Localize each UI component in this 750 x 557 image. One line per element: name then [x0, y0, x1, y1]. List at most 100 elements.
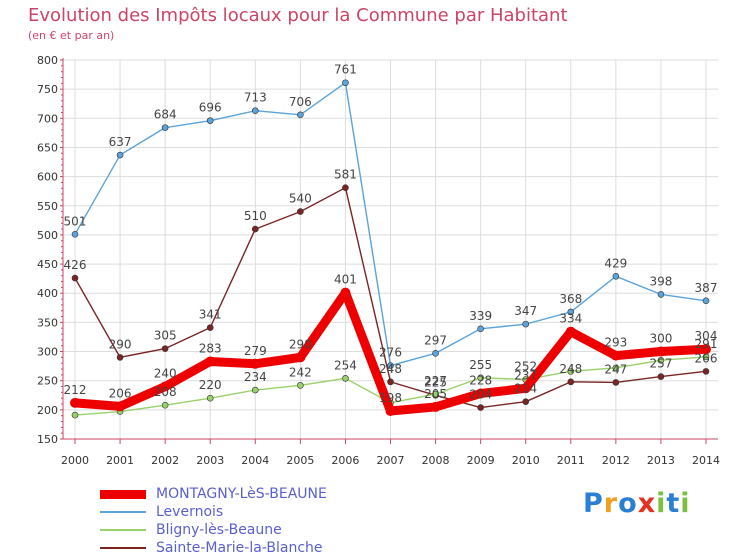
data-label-montagny-l-s-beaune: 205 [424, 387, 447, 401]
logo-letter: r [603, 488, 619, 519]
data-point-levernois [251, 107, 259, 115]
data-point-levernois [116, 151, 124, 159]
data-label-sainte-marie-la-blanche: 305 [154, 329, 177, 343]
data-label-bligny-l-s-beaune: 291 [695, 337, 718, 351]
data-point-bligny-l-s-beaune [297, 382, 304, 389]
series-layer [70, 79, 711, 419]
chart-subtitle: (en € et par an) [28, 29, 115, 42]
data-point-levernois [206, 117, 214, 124]
data-label-levernois: 387 [695, 281, 718, 295]
data-point-levernois [477, 325, 484, 333]
data-point-montagny-l-s-beaune [295, 352, 306, 363]
data-label-montagny-l-s-beaune: 304 [695, 329, 718, 343]
legend-label: Levernois [156, 504, 224, 520]
data-point-bligny-l-s-beaune [161, 401, 169, 409]
data-point-montagny-l-s-beaune [160, 381, 171, 392]
data-point-sainte-marie-la-blanche [161, 345, 169, 352]
data-point-montagny-l-s-beaune [250, 358, 261, 369]
y-tick-label: 300 [37, 346, 58, 359]
data-label-sainte-marie-la-blanche: 257 [649, 357, 672, 371]
y-tick-label: 600 [37, 171, 58, 184]
data-label-bligny-l-s-beaune: 242 [289, 365, 312, 379]
label-layer: 501 637 684 696 713 706 761 276 297 339 347 368 429 3… [64, 63, 718, 405]
x-tick-label: 2008 [422, 454, 450, 467]
data-point-montagny-l-s-beaune [70, 397, 80, 408]
data-label-levernois: 696 [199, 101, 222, 115]
data-label-sainte-marie-la-blanche: 204 [469, 388, 492, 402]
logo-letter: o [618, 488, 638, 519]
x-tick-label: 2003 [196, 454, 224, 467]
data-label-sainte-marie-la-blanche: 290 [109, 337, 132, 351]
data-point-montagny-l-s-beaune [205, 356, 216, 367]
data-label-sainte-marie-la-blanche: 247 [604, 362, 627, 376]
data-point-bligny-l-s-beaune [612, 364, 620, 372]
data-label-levernois: 276 [379, 346, 402, 360]
y-tick-label: 650 [37, 141, 58, 154]
legend-swatch [100, 511, 146, 513]
legend-item-montagny: MONTAGNY-LèS-BEAUNE [100, 485, 327, 503]
legend-item-levernois: Levernois [100, 503, 327, 521]
data-point-levernois [612, 273, 620, 280]
data-label-levernois: 429 [604, 256, 627, 270]
data-label-sainte-marie-la-blanche: 510 [244, 209, 267, 223]
data-point-montagny-l-s-beaune [655, 346, 666, 357]
x-tick-label: 2013 [647, 454, 675, 467]
data-label-sainte-marie-la-blanche: 214 [514, 382, 537, 396]
data-point-sainte-marie-la-blanche [612, 379, 620, 386]
proxiti-logo: Proxiti [583, 488, 691, 519]
data-point-bligny-l-s-beaune [657, 356, 665, 364]
legend: MONTAGNY-LèS-BEAUNE Levernois Bligny-lès… [100, 485, 327, 557]
data-label-sainte-marie-la-blanche: 248 [379, 362, 402, 376]
data-point-levernois [387, 362, 394, 369]
data-point-montagny-l-s-beaune [115, 401, 126, 412]
y-tick-label: 400 [37, 287, 58, 300]
x-tick-label: 2009 [467, 454, 495, 467]
data-point-montagny-l-s-beaune [385, 406, 396, 417]
data-label-montagny-l-s-beaune: 212 [64, 383, 87, 397]
data-label-montagny-l-s-beaune: 237 [514, 368, 537, 382]
data-point-levernois [297, 111, 304, 119]
data-point-montagny-l-s-beaune [610, 350, 621, 361]
data-label-montagny-l-s-beaune: 279 [244, 344, 267, 358]
data-label-levernois: 761 [334, 63, 357, 77]
data-label-montagny-l-s-beaune: 198 [379, 391, 402, 405]
data-label-montagny-l-s-beaune: 283 [199, 341, 222, 355]
data-point-montagny-l-s-beaune [520, 383, 531, 394]
data-label-levernois: 347 [514, 304, 537, 318]
data-point-sainte-marie-la-blanche [71, 274, 79, 282]
data-point-bligny-l-s-beaune [71, 411, 79, 419]
y-tick-label: 250 [37, 375, 58, 388]
data-label-bligny-l-s-beaune: 254 [334, 358, 357, 372]
data-label-montagny-l-s-beaune: 300 [649, 332, 672, 346]
data-label-montagny-l-s-beaune: 334 [559, 312, 582, 326]
logo-letter: i [656, 488, 667, 519]
x-tick-label: 2011 [557, 454, 585, 467]
legend-swatch [100, 489, 146, 499]
x-tick-label: 2010 [512, 454, 540, 467]
data-point-montagny-l-s-beaune [475, 388, 486, 399]
x-tick-label: 2014 [692, 454, 720, 467]
data-point-sainte-marie-la-blanche [522, 398, 530, 405]
chart-title: Evolution des Impôts locaux pour la Comm… [28, 5, 568, 26]
data-label-bligny-l-s-beaune: 227 [424, 374, 447, 388]
data-label-levernois: 368 [559, 292, 582, 306]
legend-item-bligny: Bligny-lès-Beaune [100, 521, 327, 539]
data-label-bligny-l-s-beaune: 234 [244, 370, 267, 384]
data-label-sainte-marie-la-blanche: 341 [199, 308, 222, 322]
line-chart: 150 200 250 300 350 400 450 500 550 600 650 700 750 8… [37, 54, 720, 467]
data-label-sainte-marie-la-blanche: 540 [289, 192, 312, 206]
data-point-montagny-l-s-beaune [565, 326, 576, 337]
y-tick-label: 800 [37, 54, 58, 67]
data-label-levernois: 706 [289, 95, 312, 109]
data-point-sainte-marie-la-blanche [657, 373, 665, 380]
data-label-sainte-marie-la-blanche: 225 [424, 375, 447, 389]
data-point-bligny-l-s-beaune [432, 390, 439, 398]
data-point-sainte-marie-la-blanche [702, 368, 710, 375]
data-label-montagny-l-s-beaune: 401 [334, 273, 357, 287]
data-point-levernois [71, 231, 79, 238]
data-point-montagny-l-s-beaune [701, 344, 711, 355]
data-label-montagny-l-s-beaune: 290 [289, 337, 312, 351]
logo-letter: i [680, 488, 691, 519]
data-point-levernois [342, 79, 349, 87]
logo-letter: t [666, 488, 681, 519]
